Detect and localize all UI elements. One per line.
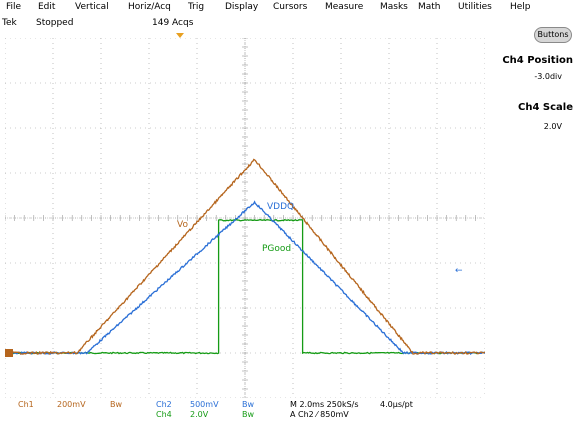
brand-label: Tek [2, 18, 17, 28]
acquisition-count: 149 Acqs [152, 18, 194, 28]
acq-state: Stopped [36, 18, 74, 28]
ch1-scale[interactable]: 200mV [57, 400, 86, 409]
ch2-bw-badge: Bw [242, 400, 255, 409]
record-resolution: 4.0µs/pt [380, 400, 413, 409]
trigger-readout[interactable]: A Ch2 ⁄ 850mV [290, 410, 349, 419]
ch2-label[interactable]: Ch2 [156, 400, 172, 409]
menu-help[interactable]: Help [510, 2, 531, 12]
trigger-position-marker[interactable] [176, 33, 184, 38]
menu-vertical[interactable]: Vertical [75, 2, 109, 12]
menu-edit[interactable]: Edit [38, 2, 56, 12]
menu-utilities[interactable]: Utilities [458, 2, 492, 12]
ch4-position-title: Ch4 Position [502, 55, 573, 66]
vddq-waveform [5, 200, 485, 356]
vddq-label: VDDQ [267, 202, 295, 212]
timebase-readout[interactable]: M 2.0ms 250kS/s [290, 400, 359, 409]
menu-bar: File Edit Vertical Horiz/Acq Trig Displa… [0, 0, 573, 16]
side-panel: Buttons Ch4 Position -3.0div Ch4 Scale 2… [486, 17, 573, 399]
menu-masks[interactable]: Masks [380, 2, 408, 12]
ch4-scale-value[interactable]: 2.0V [543, 122, 562, 131]
ch4-scale-title: Ch4 Scale [518, 102, 573, 113]
ch4-label[interactable]: Ch4 [156, 410, 172, 419]
ch4-scale[interactable]: 2.0V [190, 410, 209, 419]
menu-measure[interactable]: Measure [325, 2, 364, 12]
ch4-bw-badge: Bw [242, 410, 255, 419]
ch1-bw-badge: Bw [110, 400, 123, 409]
menu-math[interactable]: Math [418, 2, 441, 12]
ch2-reference-arrow[interactable]: ← [455, 266, 463, 276]
pgood-waveform [5, 218, 485, 355]
pgood-label: PGood [262, 244, 292, 254]
buttons-button[interactable]: Buttons [534, 27, 572, 43]
vo-waveform [5, 158, 485, 356]
status-bar: Tek Stopped 149 Acqs [0, 17, 573, 31]
waveform-display [5, 38, 485, 398]
ch1-label[interactable]: Ch1 [18, 400, 34, 409]
menu-horiz-acq[interactable]: Horiz/Acq [128, 2, 171, 12]
channel-readout-bar: Ch1 200mV Bw Ch2 500mV Bw Ch4 2.0V Bw M … [0, 398, 573, 421]
menu-cursors[interactable]: Cursors [273, 2, 308, 12]
ch4-position-value[interactable]: -3.0div [534, 72, 562, 81]
menu-trig[interactable]: Trig [188, 2, 205, 12]
vo-label: Vo [177, 220, 188, 230]
ch1-ground-marker [5, 349, 13, 357]
ch2-scale[interactable]: 500mV [190, 400, 219, 409]
menu-display[interactable]: Display [225, 2, 259, 12]
menu-file[interactable]: File [6, 2, 22, 12]
scope-graticule: Vo VDDQ PGood [5, 38, 485, 398]
